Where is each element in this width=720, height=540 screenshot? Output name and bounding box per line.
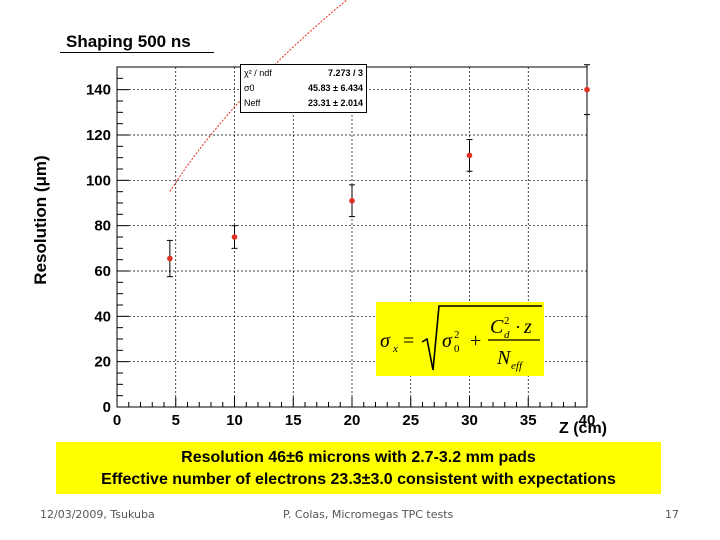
svg-text:N: N: [496, 347, 512, 369]
y-axis-label: Resolution (μm): [31, 155, 50, 285]
x-tick-label: 0: [113, 412, 121, 429]
stat-row-chi2: χ² / ndf 7.273 / 3: [244, 68, 363, 81]
stat-value: 7.273 / 3: [327, 68, 363, 78]
fit-curve-group: [169, 0, 348, 192]
stat-key: σ0: [244, 83, 255, 93]
y-tick-label: 100: [86, 172, 111, 189]
stat-value: 45.83 ± 6.434: [308, 83, 363, 93]
y-tick-label: 80: [94, 218, 111, 235]
x-tick-label: 15: [285, 412, 302, 429]
caption-line-1: Resolution 46±6 microns with 2.7-3.2 mm …: [181, 449, 536, 466]
x-tick-label: 5: [172, 412, 180, 429]
x-tick-label: 35: [520, 412, 537, 429]
svg-text:σ: σ: [442, 330, 453, 352]
svg-text:0: 0: [454, 343, 460, 355]
stat-row-sigma0: σ0 45.83 ± 6.434: [244, 83, 363, 96]
svg-text:2: 2: [504, 315, 510, 327]
stat-row-neff: Neff 23.31 ± 2.014: [244, 98, 363, 111]
fit-stat-box: χ² / ndf 7.273 / 3 σ0 45.83 ± 6.434 Neff…: [240, 64, 367, 113]
caption-line-2: Effective number of electrons 23.3±3.0 c…: [101, 471, 616, 488]
resolution-formula: σ x = σ 2 0 + C 2 d · z N eff: [376, 302, 544, 376]
svg-text:σ: σ: [380, 330, 391, 352]
data-point: [584, 86, 590, 93]
svg-text:+: +: [470, 330, 481, 352]
x-tick-label: 10: [226, 412, 243, 429]
svg-text:·: ·: [515, 317, 521, 337]
footer-date: 12/03/2009, Tsukuba: [40, 508, 155, 521]
stat-value: 23.31 ± 2.014: [308, 98, 363, 108]
svg-text:=: =: [403, 330, 414, 352]
footer-page-number: 17: [665, 508, 679, 521]
y-tick-label: 40: [94, 308, 111, 325]
x-tick-label: 40: [579, 412, 596, 429]
y-tick-label: 120: [86, 127, 111, 144]
svg-text:z: z: [523, 316, 532, 338]
y-tick-label: 20: [94, 354, 111, 371]
data-points: [166, 64, 590, 278]
y-tick-label: 60: [94, 263, 111, 280]
data-point: [466, 152, 473, 159]
stat-key: Neff: [244, 98, 261, 108]
svg-text:x: x: [392, 343, 398, 355]
plot-header: Shaping 500 ns: [60, 31, 214, 53]
svg-text:2: 2: [454, 329, 460, 341]
footer-author: P. Colas, Micromegas TPC tests: [283, 508, 454, 521]
x-tick-label: 20: [344, 412, 361, 429]
svg-text:eff: eff: [511, 360, 524, 372]
svg-text:d: d: [504, 329, 510, 341]
caption-box: Resolution 46±6 microns with 2.7-3.2 mm …: [56, 442, 661, 494]
fit-curve: [169, 0, 348, 192]
y-tick-label: 0: [103, 399, 111, 416]
data-point: [349, 197, 355, 204]
y-tick-label: 140: [86, 82, 111, 99]
data-point: [231, 234, 238, 240]
stat-key: χ² / ndf: [244, 68, 272, 78]
x-tick-label: 30: [461, 412, 478, 429]
data-point: [167, 255, 173, 262]
x-axis-label: Z (cm): [559, 420, 607, 437]
x-tick-label: 25: [402, 412, 419, 429]
formula-graphic: σ x = σ 2 0 + C 2 d · z N eff: [380, 305, 542, 372]
svg-text:C: C: [490, 316, 504, 338]
